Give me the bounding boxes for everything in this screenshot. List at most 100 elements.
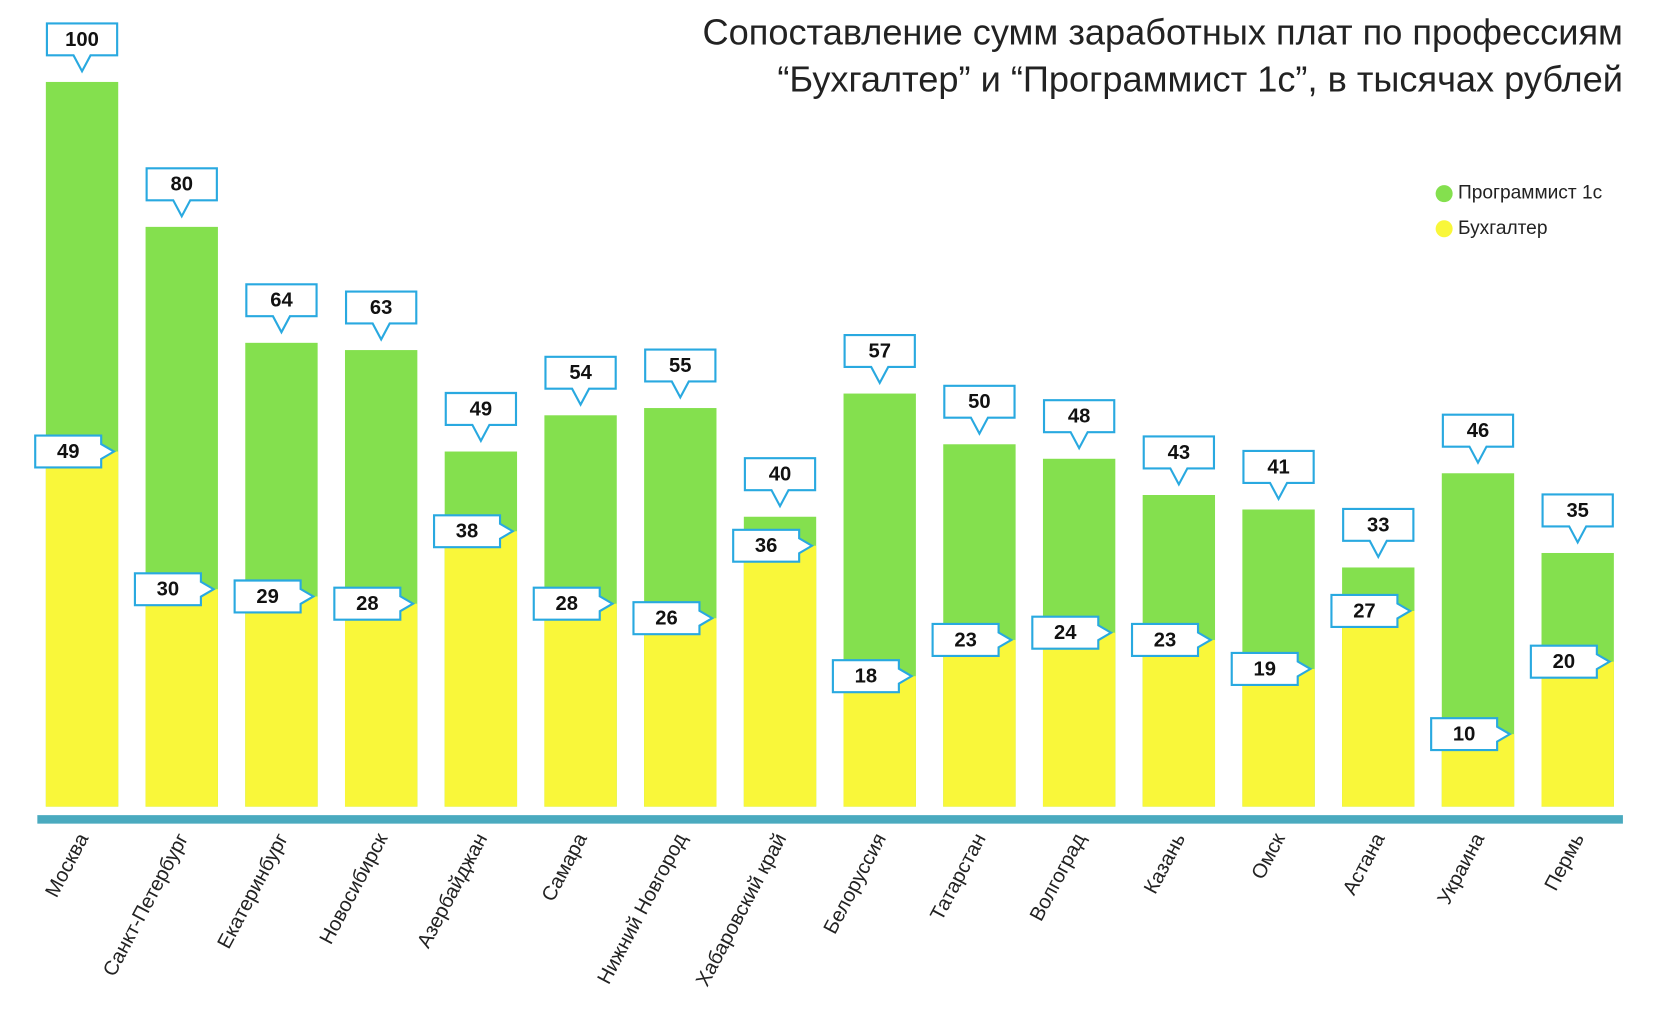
bar — [843, 676, 916, 807]
bar — [444, 531, 518, 807]
value-label: 46 — [1467, 420, 1489, 442]
chart-title: “Бухгалтер” и “Программист 1с”, в тысяча… — [777, 59, 1623, 100]
value-label: 36 — [755, 535, 777, 557]
x-tick-label: Украина — [1434, 829, 1490, 908]
bar — [344, 603, 418, 807]
bar — [943, 639, 1016, 807]
x-tick-label: Волгоград — [1026, 830, 1091, 925]
bar — [1042, 632, 1116, 807]
bar — [743, 545, 817, 807]
x-tick-label: Самара — [538, 829, 592, 905]
value-label-box — [1242, 449, 1315, 502]
value-label: 54 — [569, 362, 592, 384]
value-label-box — [1541, 493, 1614, 545]
x-tick-label: Екатеринбург — [214, 830, 293, 953]
value-label-box — [1430, 717, 1513, 752]
value-label: 28 — [556, 593, 578, 615]
value-label: 43 — [1168, 442, 1190, 464]
value-label-box — [245, 283, 318, 335]
x-tick-label: Омск — [1248, 830, 1290, 883]
value-label: 55 — [669, 355, 691, 377]
value-label: 26 — [655, 608, 677, 630]
value-label: 50 — [968, 391, 990, 413]
bar — [1242, 668, 1315, 807]
bar — [1541, 661, 1614, 807]
value-label: 18 — [855, 666, 877, 688]
value-label-box — [831, 659, 914, 694]
value-label-box — [1031, 615, 1114, 650]
x-axis — [37, 815, 1623, 824]
x-tick-label: Пермь — [1541, 830, 1589, 895]
value-label-box — [444, 391, 518, 444]
x-tick-label: Казань — [1140, 830, 1190, 898]
chart-title: Сопоставление сумм заработных плат по пр… — [703, 12, 1623, 53]
value-label-box — [532, 586, 615, 621]
legend-label: Бухгалтер — [1458, 218, 1548, 239]
value-label-box — [45, 22, 119, 74]
bar — [245, 596, 318, 807]
value-label-box — [1130, 622, 1213, 657]
value-label-box — [333, 586, 416, 621]
value-label-box — [544, 355, 617, 407]
value-label-box — [233, 579, 316, 614]
value-label: 49 — [470, 398, 492, 420]
value-label-box — [732, 528, 815, 563]
value-label-box — [432, 514, 515, 549]
value-label-box — [1330, 593, 1413, 628]
bar — [145, 589, 218, 807]
value-label-box — [632, 601, 715, 636]
value-label-box — [1230, 651, 1313, 686]
x-tick-label: Азербайджан — [413, 830, 492, 952]
x-tick-label: Москва — [41, 829, 93, 901]
x-tick-label: Татарстан — [927, 830, 991, 924]
value-label: 24 — [1054, 622, 1077, 644]
bar — [45, 451, 119, 807]
value-label: 64 — [270, 290, 293, 312]
value-label-box — [644, 348, 717, 400]
bar — [644, 618, 717, 807]
legend-label: Программист 1с — [1458, 183, 1603, 204]
value-label: 41 — [1267, 456, 1289, 478]
value-label: 80 — [171, 174, 193, 196]
value-label: 29 — [256, 586, 278, 608]
value-label-box — [1142, 435, 1216, 487]
value-label: 20 — [1553, 651, 1575, 673]
value-label: 23 — [1154, 629, 1176, 651]
x-tick-label: Хабаровский край — [692, 830, 791, 990]
value-label: 40 — [769, 464, 791, 486]
value-label-box — [1441, 413, 1515, 465]
value-label: 19 — [1253, 658, 1275, 680]
value-label: 57 — [868, 340, 890, 362]
x-tick-label: Астана — [1339, 829, 1390, 898]
value-label-box — [145, 167, 218, 219]
value-label: 35 — [1566, 500, 1588, 522]
x-tick-label: Санкт-Петербург — [99, 830, 193, 980]
value-label: 28 — [356, 593, 378, 615]
value-label: 10 — [1453, 724, 1475, 746]
value-label-box — [344, 290, 418, 342]
bar — [544, 603, 617, 807]
value-label: 38 — [456, 521, 478, 543]
value-label-box — [1529, 644, 1612, 679]
value-label-box — [943, 384, 1016, 436]
value-label: 48 — [1068, 406, 1090, 428]
value-label: 27 — [1353, 600, 1375, 622]
x-tick-label: Нижний Новгород — [594, 830, 692, 988]
value-label-box — [34, 434, 117, 469]
value-label: 49 — [57, 441, 79, 463]
value-label: 100 — [65, 29, 99, 51]
value-label-box — [843, 333, 916, 386]
value-label: 23 — [954, 629, 976, 651]
x-tick-label: Белоруссия — [820, 830, 891, 938]
value-label: 33 — [1367, 514, 1389, 536]
legend-marker — [1435, 220, 1453, 238]
legend-marker — [1435, 185, 1453, 203]
value-label: 63 — [370, 297, 392, 319]
value-label-box — [931, 622, 1014, 657]
value-label-box — [743, 457, 817, 509]
value-label-box — [1342, 507, 1415, 560]
value-label-box — [1042, 399, 1116, 451]
bar — [1342, 610, 1415, 807]
x-tick-label: Новосибирск — [316, 830, 393, 948]
